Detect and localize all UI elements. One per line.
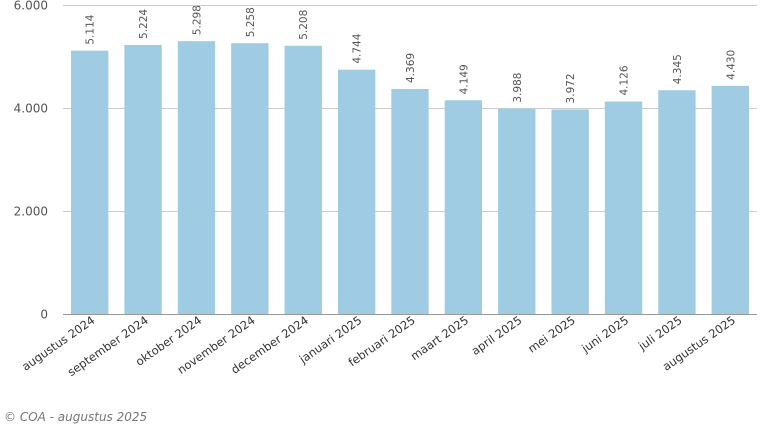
bar bbox=[658, 90, 696, 314]
data-label: 5.298 bbox=[191, 5, 203, 35]
data-label: 5.208 bbox=[298, 10, 310, 40]
data-label: 3.988 bbox=[512, 73, 524, 103]
data-label: 4.430 bbox=[725, 50, 737, 80]
y-tick-label: 2.000 bbox=[14, 205, 48, 219]
y-tick-label: 0 bbox=[40, 308, 48, 322]
y-tick-label: 4.000 bbox=[14, 102, 48, 116]
data-label: 5.224 bbox=[138, 9, 150, 39]
bar bbox=[124, 44, 162, 315]
data-label: 5.114 bbox=[85, 14, 97, 44]
y-axis-ticks: 0 2.000 4.000 6.000 bbox=[14, 0, 48, 322]
data-label: 4.744 bbox=[352, 33, 364, 63]
data-label: 4.126 bbox=[619, 65, 631, 95]
y-tick-label: 6.000 bbox=[14, 0, 48, 13]
x-tick-label: april 2025 bbox=[469, 313, 525, 358]
source-credit: © COA - augustus 2025 bbox=[4, 410, 148, 424]
x-tick-label: juni 2025 bbox=[578, 313, 631, 356]
data-label: 3.972 bbox=[565, 73, 577, 103]
bar bbox=[284, 45, 322, 315]
bar bbox=[337, 69, 376, 315]
bar bbox=[231, 43, 269, 314]
bars bbox=[71, 41, 749, 315]
x-tick-label: maart 2025 bbox=[408, 313, 471, 363]
bar bbox=[444, 100, 483, 314]
data-labels: 5.114 5.224 5.298 5.258 5.208 4.744 4.369 4.149… bbox=[85, 5, 738, 103]
x-tick-label: mei 2025 bbox=[525, 313, 578, 356]
x-tick-label: juli 2025 bbox=[635, 313, 685, 354]
data-label: 4.149 bbox=[458, 64, 470, 94]
data-label: 4.345 bbox=[672, 54, 684, 84]
bar bbox=[71, 50, 109, 315]
bar bbox=[498, 108, 536, 314]
bar bbox=[391, 88, 429, 315]
data-label: 4.369 bbox=[405, 53, 417, 83]
bar bbox=[711, 85, 749, 314]
bar bbox=[604, 101, 643, 314]
data-label: 5.258 bbox=[245, 7, 257, 37]
bar bbox=[177, 41, 216, 314]
bar bbox=[551, 109, 589, 314]
